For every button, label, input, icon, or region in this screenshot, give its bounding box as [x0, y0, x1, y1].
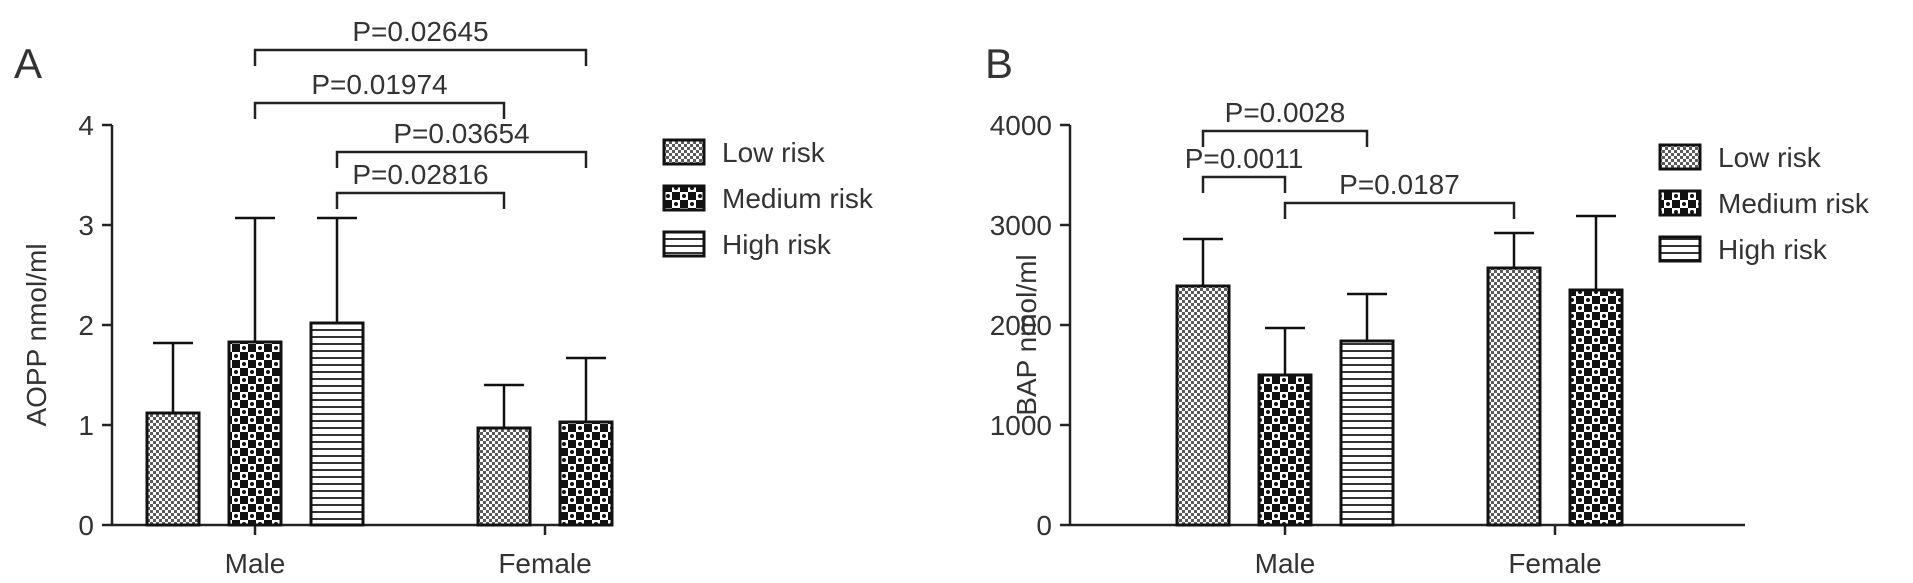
y-tick-label: 2	[78, 310, 94, 341]
y-tick-label: 2000	[990, 310, 1052, 341]
legend-swatch	[1658, 235, 1702, 263]
panel-b: B 0 1000 2000 3000 4000 BAP nmol/ml Male Female P…	[985, 40, 1870, 579]
significance-label: P=0.02645	[352, 16, 488, 47]
legend-label: High risk	[1718, 234, 1828, 265]
significance-bracket	[1201, 129, 1369, 147]
bar	[145, 411, 201, 527]
significance-bracket	[335, 191, 506, 209]
y-axis-label: AOPP nmol/ml	[21, 243, 52, 426]
legend-label: Medium risk	[1718, 188, 1870, 219]
y-tick-label: 4000	[990, 110, 1052, 141]
legend-label: Medium risk	[722, 183, 874, 214]
legend-label: Low risk	[1718, 142, 1822, 173]
x-tick-label: Female	[1508, 548, 1601, 579]
legend-label: Low risk	[722, 137, 826, 168]
y-tick-label: 0	[78, 510, 94, 541]
legend-label: High risk	[722, 229, 832, 260]
bar	[309, 321, 365, 527]
bar	[1257, 373, 1313, 527]
x-tick-label: Male	[1255, 548, 1316, 579]
significance-bracket	[1283, 201, 1516, 219]
significance-bracket	[335, 150, 588, 168]
significance-label: P=0.01974	[311, 69, 447, 100]
y-tick-label: 0	[1036, 510, 1052, 541]
x-tick-label: Male	[225, 548, 286, 579]
bar	[476, 426, 532, 527]
legend-swatch	[1658, 143, 1702, 171]
significance-label: P=0.0028	[1225, 97, 1346, 128]
y-tick-label: 4	[78, 110, 94, 141]
significance-label: P=0.0187	[1339, 169, 1460, 200]
y-tick-label: 1	[78, 410, 94, 441]
y-axis-label: BAP nmol/ml	[1011, 254, 1042, 415]
y-tick-label: 1000	[990, 410, 1052, 441]
significance-label: P=0.02816	[352, 159, 488, 190]
panel-label: A	[14, 40, 42, 87]
significance-label: P=0.03654	[393, 118, 529, 149]
legend-swatch	[662, 230, 706, 258]
legend-swatch	[662, 138, 706, 166]
bar	[1339, 339, 1395, 527]
legend-swatch	[1658, 189, 1702, 217]
bar	[1486, 266, 1542, 527]
significance-bracket	[1201, 175, 1287, 193]
y-tick-label: 3	[78, 210, 94, 241]
bar	[227, 340, 283, 527]
legend-swatch	[662, 184, 706, 212]
panel-a: A 0 1 2 3 4 AOPP nmol/ml Male Female P=0.02645 P=0…	[14, 16, 874, 579]
significance-bracket	[253, 101, 506, 119]
significance-label: P=0.0011	[1185, 143, 1304, 174]
significance-bracket	[253, 48, 588, 66]
panel-label: B	[985, 40, 1013, 87]
bar	[1568, 288, 1624, 527]
x-tick-label: Female	[498, 548, 591, 579]
y-tick-label: 3000	[990, 210, 1052, 241]
bar	[558, 420, 614, 527]
bar	[1175, 284, 1231, 527]
